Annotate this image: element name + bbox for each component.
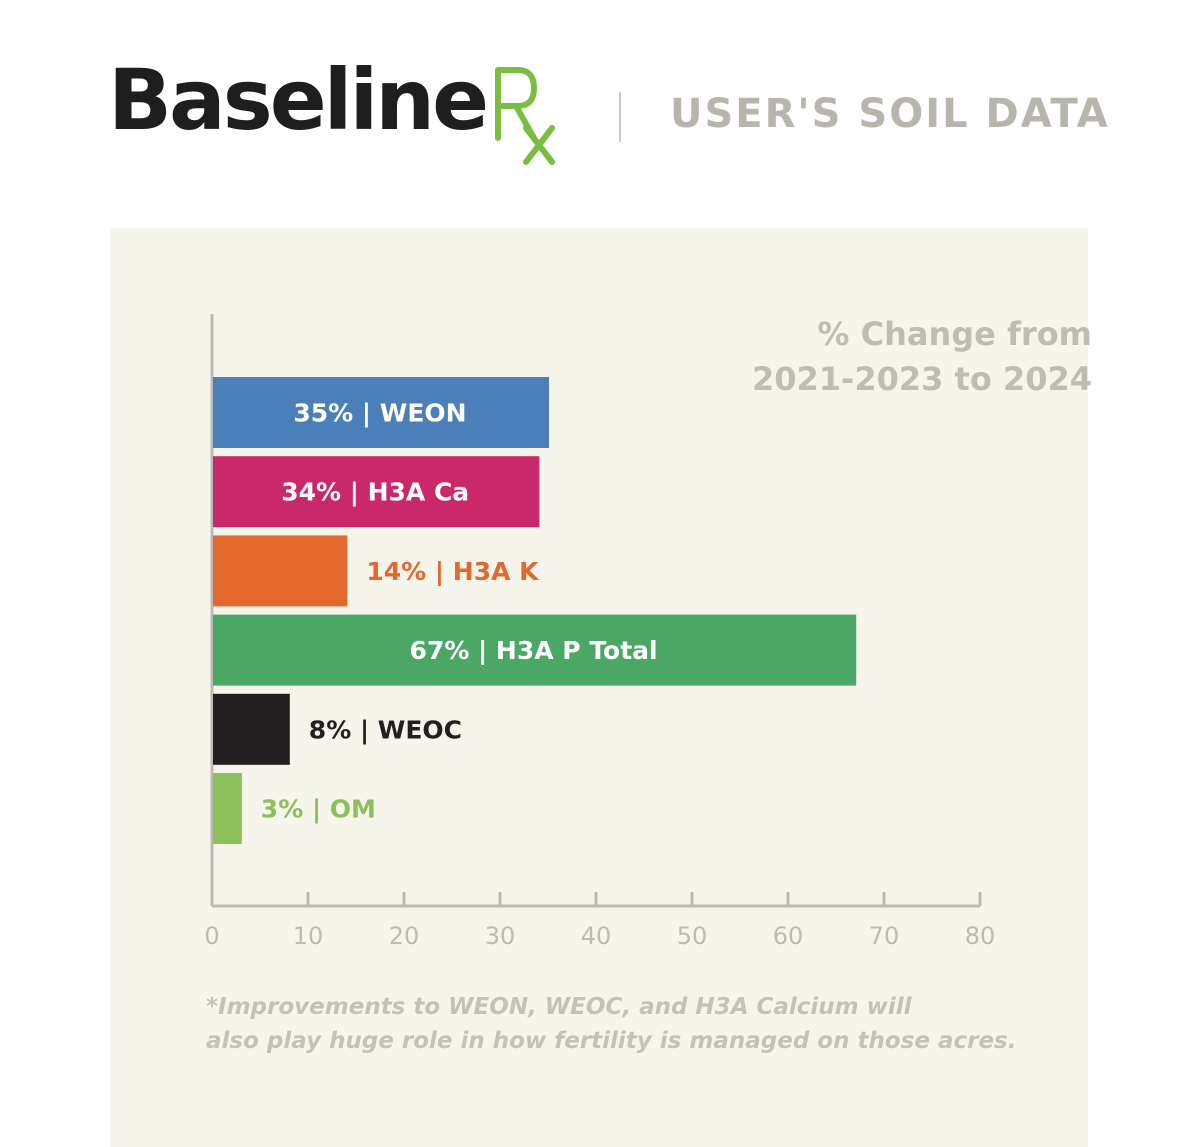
x-tick-label-20: 20 xyxy=(389,922,420,950)
x-tick-label-0: 0 xyxy=(204,922,219,950)
logo-rx-mark xyxy=(490,66,562,166)
x-tick-label-70: 70 xyxy=(869,922,900,950)
logo-wordmark: Baseline xyxy=(108,51,489,149)
x-tick-label-50: 50 xyxy=(677,922,708,950)
bar-weon xyxy=(213,377,549,448)
bar-weoc xyxy=(213,693,290,765)
x-tick-label-80: 80 xyxy=(965,922,996,950)
footnote-line-2: also play huge role in how fertility is … xyxy=(206,1028,1017,1054)
bar-h3a-p-total xyxy=(213,614,857,686)
bar-label-weoc: 8% | WEOC xyxy=(309,715,462,744)
bar-label-weon: 35% | WEON xyxy=(293,399,466,428)
chart-title: % Change from 2021-2023 to 2024 xyxy=(752,312,1092,402)
bar-label-h3a-k: 14% | H3A K xyxy=(366,557,540,586)
page-subtitle: USER'S SOIL DATA xyxy=(670,91,1110,137)
x-tick-label-60: 60 xyxy=(773,922,804,950)
chart-title-line-2: 2021-2023 to 2024 xyxy=(751,360,1092,398)
bar-label-h3a-ca: 34% | H3A Ca xyxy=(281,478,469,507)
bar-om xyxy=(213,773,242,844)
bar-h3a-k xyxy=(213,535,348,607)
footnote-line-1: *Improvements to WEON, WEOC, and H3A Cal… xyxy=(206,994,912,1020)
header: Baseline USER'S SOIL DATA xyxy=(0,0,1200,200)
x-tick-label-10: 10 xyxy=(293,922,324,950)
chart-title-line-1: % Change from xyxy=(817,315,1092,353)
header-divider xyxy=(619,92,621,142)
x-tick-label-40: 40 xyxy=(581,922,612,950)
footnote: *Improvements to WEON, WEOC, and H3A Cal… xyxy=(206,990,1016,1058)
bar-label-om: 3% | OM xyxy=(261,795,376,824)
bar-h3a-ca xyxy=(213,456,540,528)
x-tick-label-30: 30 xyxy=(485,922,516,950)
bar-label-h3a-p-total: 67% | H3A P Total xyxy=(410,636,658,665)
